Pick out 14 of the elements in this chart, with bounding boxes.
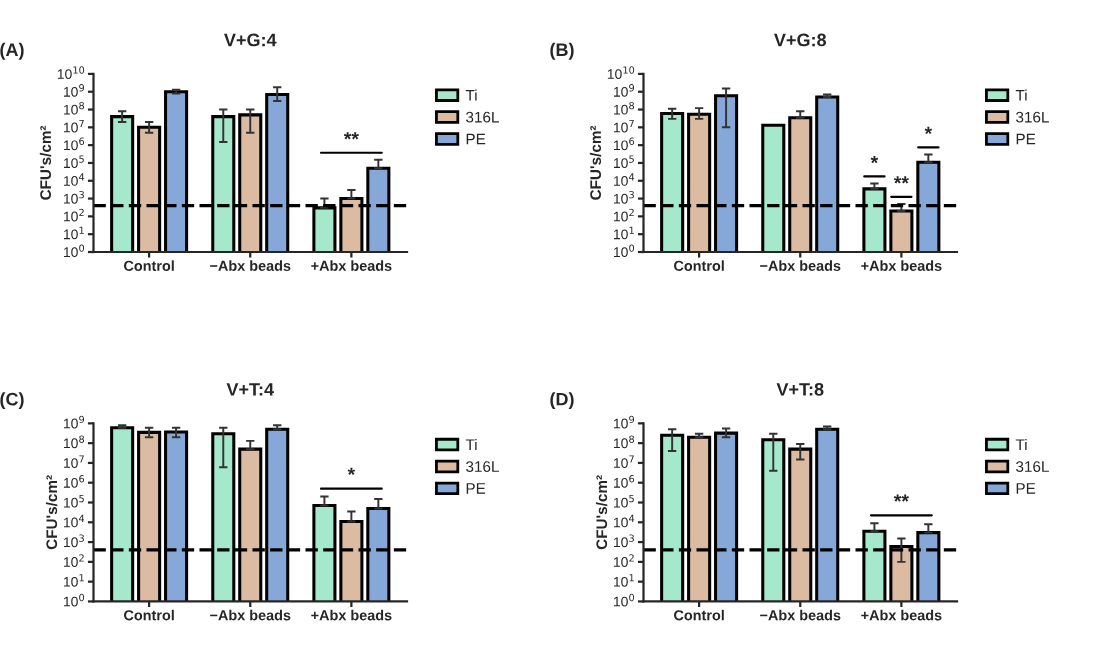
chart-title: V+G:8	[774, 33, 827, 47]
chart-title: V+T:4	[226, 383, 274, 396]
text: (D)	[550, 392, 574, 410]
annotation: *	[347, 467, 356, 476]
chart-title: V+T:8	[776, 382, 824, 396]
annotation: **	[343, 132, 359, 140]
annotation: **	[893, 494, 909, 502]
annotation: *	[924, 126, 933, 135]
annotation: **	[893, 176, 909, 184]
text: (A)	[0, 42, 24, 60]
text: (B)	[550, 42, 574, 60]
annotation: *	[870, 155, 879, 164]
chart-title: V+G:4	[224, 33, 277, 47]
text: (C)	[0, 392, 24, 410]
